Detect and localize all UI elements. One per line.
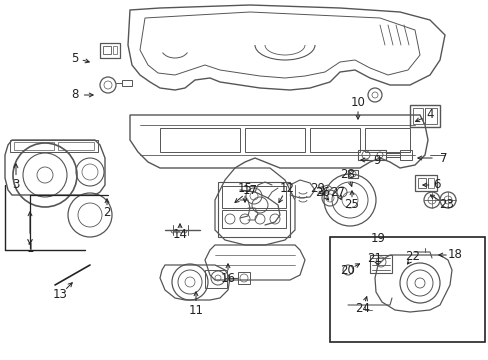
Text: 25: 25 <box>344 198 359 211</box>
Bar <box>238 272 249 284</box>
Text: 28: 28 <box>340 168 355 181</box>
Text: 27: 27 <box>330 186 345 199</box>
Text: 5: 5 <box>71 51 79 64</box>
Text: 23: 23 <box>439 198 453 211</box>
Text: 4: 4 <box>426 108 433 122</box>
Bar <box>14 142 54 150</box>
Bar <box>357 150 385 160</box>
Bar <box>427 178 433 188</box>
Bar <box>160 128 240 152</box>
Bar <box>369 255 391 273</box>
Bar <box>222 186 285 208</box>
Bar <box>364 128 409 152</box>
Text: 16: 16 <box>220 271 235 284</box>
Bar <box>329 237 484 342</box>
Bar <box>424 108 436 124</box>
Bar <box>414 175 436 191</box>
Bar <box>10 140 98 152</box>
Bar <box>417 178 425 188</box>
Text: 20: 20 <box>340 264 355 276</box>
Text: 9: 9 <box>372 153 380 166</box>
Text: 26: 26 <box>315 186 330 199</box>
Text: 24: 24 <box>355 302 370 315</box>
Text: 1: 1 <box>26 242 34 255</box>
Bar <box>113 46 117 54</box>
Text: 21: 21 <box>367 252 382 265</box>
Bar <box>58 142 94 150</box>
Bar <box>222 210 285 228</box>
Bar <box>409 105 439 127</box>
Bar <box>244 128 305 152</box>
Text: 12: 12 <box>279 181 294 194</box>
Text: 13: 13 <box>52 288 67 302</box>
Text: 11: 11 <box>188 303 203 316</box>
Text: 22: 22 <box>405 251 420 264</box>
Bar <box>100 43 120 58</box>
Text: 10: 10 <box>350 96 365 109</box>
Bar <box>103 46 111 54</box>
Text: 19: 19 <box>370 231 385 244</box>
Bar <box>412 108 422 124</box>
Text: 29: 29 <box>310 181 325 194</box>
Bar <box>218 182 289 237</box>
Text: 6: 6 <box>432 179 440 192</box>
Text: 15: 15 <box>237 181 252 194</box>
Bar <box>309 128 359 152</box>
Bar <box>204 270 226 288</box>
Bar <box>122 80 132 86</box>
Text: 8: 8 <box>71 89 79 102</box>
Text: 2: 2 <box>103 207 110 220</box>
Text: 17: 17 <box>242 184 257 197</box>
Text: 14: 14 <box>172 229 187 242</box>
Text: 7: 7 <box>439 152 447 165</box>
Bar <box>347 170 357 178</box>
Text: 3: 3 <box>12 179 20 192</box>
Bar <box>399 150 411 160</box>
Text: 18: 18 <box>447 248 462 261</box>
